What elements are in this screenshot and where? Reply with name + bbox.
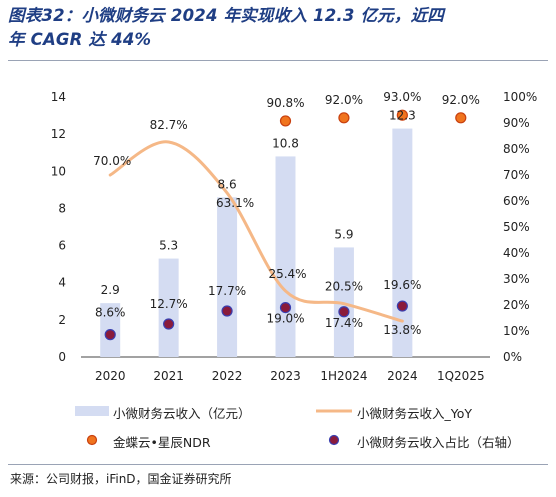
ndr-label: 92.0%	[442, 93, 480, 107]
right-tick-label: 90%	[503, 116, 530, 130]
share-marker	[163, 318, 175, 330]
x-tick-label: 1H2024	[320, 369, 367, 383]
share-marker	[221, 305, 233, 317]
right-tick-label: 30%	[503, 272, 530, 286]
right-tick-label: 80%	[503, 142, 530, 156]
yoy-label: 25.4%	[268, 267, 306, 281]
left-tick-label: 10	[51, 164, 66, 178]
x-tick-label: 1Q2025	[437, 369, 485, 383]
x-tick-label: 2020	[95, 369, 126, 383]
x-tick-label: 2024	[387, 369, 418, 383]
legend-label-revenue: 小微财务云收入（亿元）	[113, 406, 251, 421]
share-label: 12.7%	[150, 297, 188, 311]
yoy-label: 20.5%	[325, 280, 363, 294]
share-marker	[104, 329, 116, 341]
revenue-bar-label: 5.9	[334, 227, 353, 241]
ndr-marker	[396, 109, 408, 121]
legend-key-share	[328, 434, 340, 446]
right-tick-label: 10%	[503, 324, 530, 338]
chart-title: 图表32：小微财务云 2024 年实现收入 12.3 亿元，近四 年 CAGR …	[8, 4, 548, 52]
legend-key-revenue	[75, 406, 109, 416]
x-tick-label: 2022	[212, 369, 243, 383]
left-tick-label: 6	[58, 239, 66, 253]
left-tick-label: 2	[58, 313, 66, 327]
right-tick-label: 0%	[503, 350, 522, 364]
ndr-label: 93.0%	[383, 90, 421, 104]
ndr-marker	[455, 112, 467, 124]
source-note: 来源：公司财报，iFinD，国金证券研究所	[10, 472, 232, 486]
share-marker	[279, 302, 292, 314]
yoy-label: 63.1%	[216, 196, 254, 210]
share-marker	[396, 300, 408, 312]
right-tick-label: 60%	[503, 194, 530, 208]
share-label: 19.6%	[383, 278, 421, 292]
right-tick-label: 100%	[503, 90, 537, 104]
share-label: 19.0%	[266, 312, 304, 326]
legend-label-ndr: 金蝶云•星辰NDR	[113, 435, 211, 450]
ndr-marker	[338, 112, 350, 124]
source-divider	[8, 464, 548, 465]
revenue-bar-label: 10.8	[272, 136, 299, 150]
yoy-line	[108, 140, 404, 323]
revenue-bar-label: 12.3	[389, 109, 416, 123]
right-tick-label: 70%	[503, 168, 530, 182]
left-tick-label: 14	[51, 90, 66, 104]
legend-label-share: 小微财务云收入占比（右轴）	[357, 435, 520, 450]
yoy-label: 13.8%	[383, 323, 421, 337]
x-tick-label: 2023	[270, 369, 301, 383]
right-tick-label: 20%	[503, 298, 530, 312]
yoy-label: 82.7%	[150, 118, 188, 132]
revenue-bar-label: 8.6	[218, 177, 237, 191]
ndr-marker	[279, 115, 292, 127]
title-divider	[8, 60, 548, 61]
left-tick-label: 8	[58, 201, 66, 215]
left-tick-label: 0	[58, 350, 66, 364]
revenue-bar	[392, 128, 413, 357]
ndr-label: 90.8%	[266, 96, 304, 110]
share-marker	[338, 306, 350, 318]
legend-label-yoy: 小微财务云收入_YoY	[357, 406, 473, 421]
yoy-label: 70.0%	[93, 154, 131, 168]
x-tick-label: 2021	[153, 369, 184, 383]
left-tick-label: 4	[58, 276, 66, 290]
right-tick-label: 40%	[503, 246, 530, 260]
revenue-bar-label: 2.9	[101, 283, 120, 297]
share-label: 17.4%	[325, 316, 363, 330]
right-tick-label: 50%	[503, 220, 530, 234]
ndr-label: 92.0%	[325, 93, 363, 107]
revenue-bar-label: 5.3	[159, 239, 178, 253]
revenue-bar	[275, 156, 296, 357]
share-label: 17.7%	[208, 284, 246, 298]
left-tick-label: 12	[51, 127, 66, 141]
title-line-2: 年 CAGR 达 44%	[8, 30, 152, 49]
revenue-bar	[217, 197, 238, 357]
title-line-1: 图表32：小微财务云 2024 年实现收入 12.3 亿元，近四	[8, 6, 444, 25]
revenue-bar	[158, 258, 179, 357]
share-label: 8.6%	[95, 306, 126, 320]
legend-key-ndr	[86, 434, 98, 446]
